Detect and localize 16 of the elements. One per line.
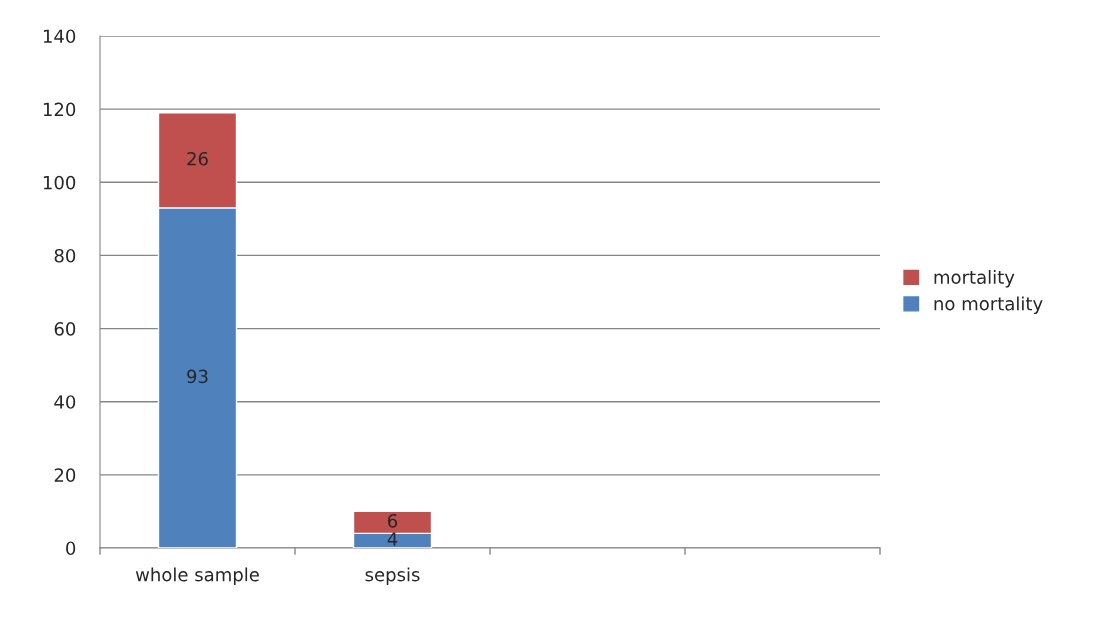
x-tick-label: sepsis <box>365 567 420 585</box>
x-tick-label: whole sample <box>135 567 259 585</box>
y-tick-label: 120 <box>43 102 76 117</box>
data-label: 26 <box>187 151 208 166</box>
data-label: 4 <box>387 532 398 546</box>
data-label: 6 <box>388 513 398 528</box>
legend-label: no mortality <box>934 296 1043 314</box>
y-tick-label: 140 <box>43 29 76 44</box>
y-tick-label: 60 <box>54 322 76 336</box>
y-tick-label: 100 <box>43 175 76 190</box>
y-tick-label: 80 <box>54 248 76 263</box>
data-label: 93 <box>187 369 208 384</box>
y-tick-label: 40 <box>54 395 76 409</box>
y-tick-label: 0 <box>66 541 76 556</box>
y-tick-label: 20 <box>54 468 76 482</box>
legend-label: mortality <box>934 270 1015 288</box>
